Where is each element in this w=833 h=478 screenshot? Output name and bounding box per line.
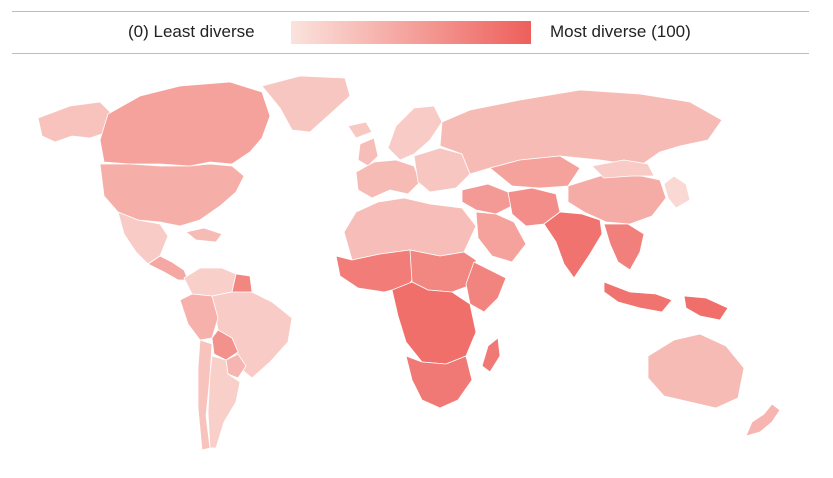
world-map <box>37 75 781 451</box>
legend-high-label: Most diverse (100) <box>550 22 691 41</box>
region-canada[interactable] <box>99 81 271 167</box>
region-western-europe[interactable] <box>355 159 421 199</box>
region-uk-ireland[interactable] <box>357 137 379 167</box>
region-caribbean[interactable] <box>185 227 223 243</box>
region-eastern-europe[interactable] <box>413 147 471 193</box>
region-central-america[interactable] <box>147 255 189 281</box>
region-southeast-asia[interactable] <box>603 223 645 271</box>
region-madagascar[interactable] <box>481 337 501 373</box>
legend-low-label: (0) Least diverse <box>128 22 255 41</box>
region-russia[interactable] <box>439 89 723 175</box>
region-peru-ecuador[interactable] <box>179 293 219 341</box>
region-korea-japan[interactable] <box>663 175 691 209</box>
region-colombia-venezuela[interactable] <box>183 267 237 297</box>
region-australia[interactable] <box>647 333 745 409</box>
region-horn-of-africa[interactable] <box>465 261 507 313</box>
region-arabia[interactable] <box>475 211 527 263</box>
legend-color-ramp <box>291 21 531 44</box>
region-indonesia[interactable] <box>603 281 673 313</box>
region-bolivia[interactable] <box>211 329 239 361</box>
region-iceland[interactable] <box>347 121 373 139</box>
region-papua[interactable] <box>683 295 729 321</box>
region-greenland[interactable] <box>261 75 351 133</box>
region-alaska[interactable] <box>37 101 113 143</box>
region-southern-africa[interactable] <box>405 355 473 409</box>
region-central-africa[interactable] <box>391 281 477 365</box>
region-mongolia[interactable] <box>591 159 655 179</box>
region-central-asia[interactable] <box>489 155 581 189</box>
region-middle-east[interactable] <box>461 183 513 215</box>
legend: (0) Least diverse Most diverse (100) <box>12 11 809 54</box>
region-new-zealand[interactable] <box>745 403 781 437</box>
region-india[interactable] <box>543 211 603 279</box>
region-argentina[interactable] <box>207 355 241 449</box>
